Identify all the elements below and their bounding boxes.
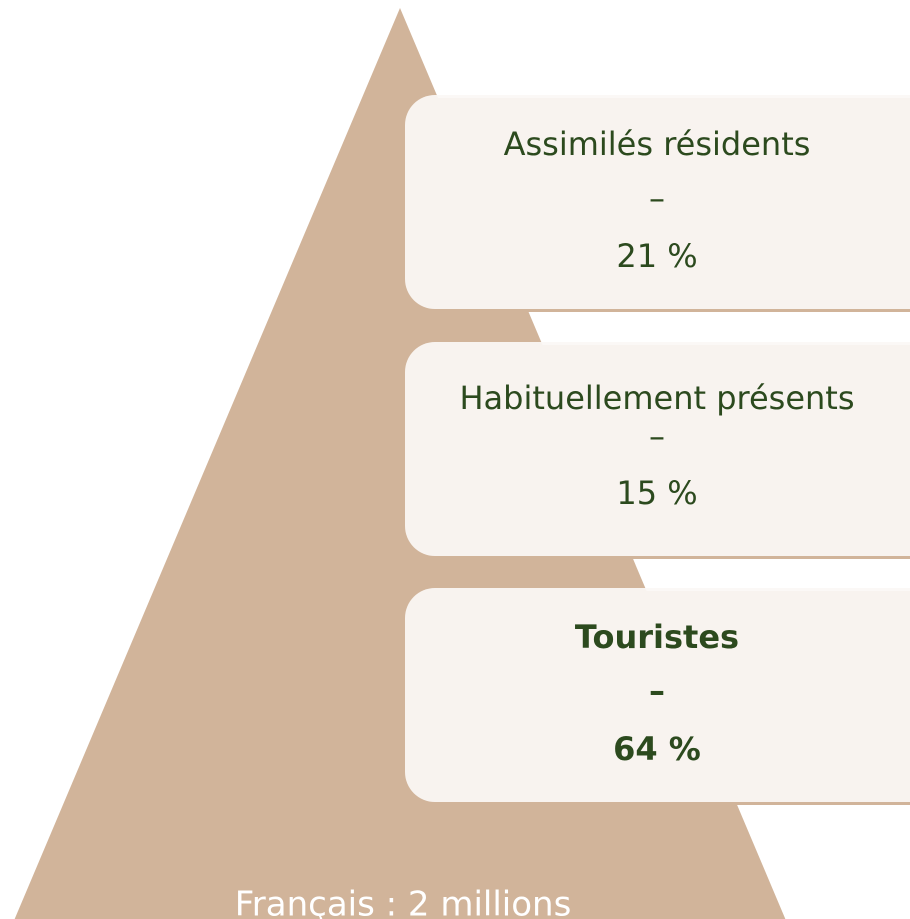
box-label: Habituellement présents — [459, 379, 854, 417]
box-face — [405, 342, 910, 556]
box-separator: – — [649, 179, 665, 217]
box: Habituellement présents– 15 % — [405, 342, 910, 559]
box: Touristes – 64 % — [405, 588, 910, 805]
footer-label: Français : 2 millions — [235, 885, 572, 919]
box-label: Touristes — [575, 618, 739, 656]
box-label: Assimilés résidents — [504, 125, 811, 163]
box: Assimilés résidents – 21 % — [405, 95, 910, 312]
box-separator: – — [649, 672, 665, 710]
box-value: 15 % — [616, 474, 697, 512]
box-value: 64 % — [613, 730, 701, 768]
box-value: 21 % — [616, 237, 697, 275]
box-separator: – — [649, 417, 665, 455]
box-face — [405, 95, 910, 309]
box-face — [405, 588, 910, 802]
